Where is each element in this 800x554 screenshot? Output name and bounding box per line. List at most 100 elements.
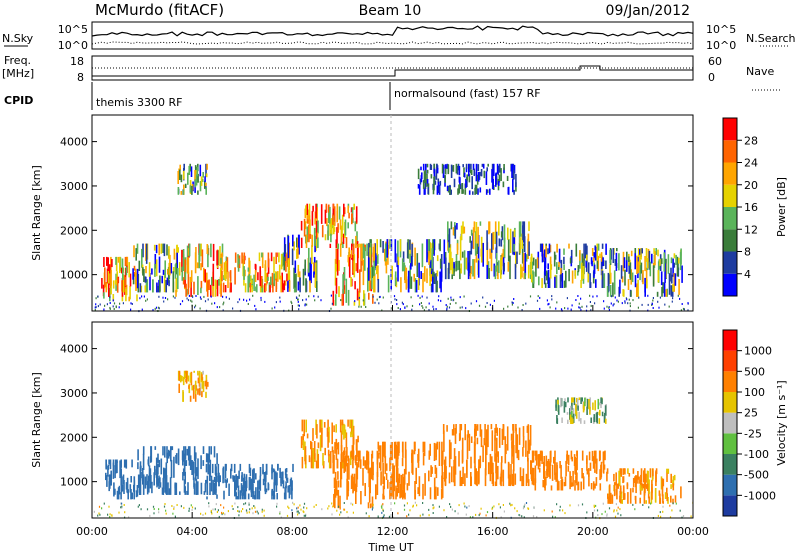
- echo-cell: [143, 295, 145, 298]
- echo-cell: [353, 254, 356, 278]
- echo-cell: [544, 261, 546, 275]
- echo-cell: [348, 212, 350, 219]
- echo-cell: [327, 419, 329, 437]
- echo-cell: [673, 474, 676, 481]
- echo-cell: [225, 256, 228, 262]
- echo-cell: [297, 298, 299, 301]
- echo-cell: [221, 513, 223, 516]
- echo-cell: [393, 295, 396, 298]
- echo-cell: [454, 225, 457, 239]
- echo-cell: [356, 450, 358, 457]
- echo-cell: [151, 268, 153, 275]
- echo-region: [205, 463, 294, 500]
- echo-cell: [172, 271, 175, 293]
- echo-cell: [397, 512, 399, 515]
- echo-cell: [279, 467, 281, 478]
- echo-cell: [235, 492, 237, 500]
- echo-cell: [519, 514, 521, 517]
- echo-cell: [582, 266, 585, 279]
- echo-cell: [612, 248, 615, 263]
- echo-cell: [495, 453, 497, 474]
- echo-cell: [472, 191, 474, 195]
- echo-cell: [573, 397, 576, 406]
- echo-cell: [313, 262, 315, 272]
- echo-cell: [580, 418, 582, 424]
- echo-cell: [436, 255, 439, 262]
- echo-cell: [237, 491, 240, 500]
- echo-cell: [185, 370, 187, 374]
- echo-cell: [205, 374, 208, 381]
- echo-cell: [522, 436, 525, 448]
- echo-cell: [406, 305, 408, 308]
- echo-cell: [244, 283, 247, 293]
- echo-cell: [333, 477, 336, 489]
- echo-cell: [134, 268, 137, 285]
- echo-cell: [616, 248, 618, 252]
- echo-cell: [588, 468, 590, 477]
- echo-cell: [335, 277, 338, 294]
- echo-cell: [190, 281, 192, 297]
- echo-cell: [335, 424, 337, 433]
- echo-cell: [609, 264, 611, 284]
- echo-cell: [300, 508, 302, 511]
- echo-cell: [589, 294, 591, 297]
- echo-cell: [206, 244, 209, 254]
- echo-cell: [572, 397, 574, 403]
- echo-cell: [259, 475, 262, 491]
- echo-cell: [660, 271, 663, 286]
- echo-cell: [539, 243, 542, 252]
- echo-cell: [269, 284, 271, 293]
- echo-cell: [608, 484, 611, 491]
- echo-cell: [224, 263, 227, 281]
- echo-cell: [372, 294, 374, 304]
- echo-cell: [649, 468, 652, 478]
- echo-cell: [525, 473, 528, 486]
- echo-cell: [169, 450, 171, 457]
- echo-cell: [311, 245, 313, 265]
- echo-cell: [257, 487, 259, 500]
- echo-cell: [238, 258, 240, 265]
- echo-cell: [145, 266, 147, 274]
- echo-cell: [593, 504, 595, 507]
- echo-cell: [405, 449, 407, 475]
- echo-cell: [503, 164, 505, 171]
- echo-cell: [210, 295, 212, 298]
- echo-cell: [430, 465, 432, 477]
- echo-cell: [406, 515, 408, 518]
- echo-cell: [159, 477, 161, 484]
- echo-cell: [162, 296, 164, 299]
- echo-cell: [658, 490, 661, 496]
- echo-cell: [174, 482, 176, 489]
- echo-cell: [109, 516, 111, 518]
- echo-cell: [498, 260, 500, 273]
- echo-cell: [536, 516, 538, 518]
- echo-cell: [481, 163, 484, 167]
- echo-cell: [479, 171, 481, 176]
- echo-cell: [436, 167, 439, 174]
- echo-cell: [167, 482, 169, 495]
- echo-cell: [435, 486, 437, 500]
- echo-cell: [574, 270, 577, 279]
- echo-cell: [538, 467, 541, 473]
- echo-cell: [351, 207, 354, 219]
- echo-cell: [590, 417, 592, 423]
- echo-cell: [571, 417, 573, 424]
- echo-cell: [189, 276, 192, 288]
- echo-cell: [356, 231, 358, 245]
- echo-cell: [402, 473, 404, 489]
- echo-cell: [564, 307, 566, 310]
- echo-cell: [251, 507, 253, 510]
- echo-cell: [637, 248, 640, 263]
- echo-cell: [194, 306, 196, 309]
- echo-region: [177, 370, 209, 402]
- echo-cell: [161, 275, 163, 284]
- echo-cell: [495, 173, 497, 187]
- echo-cell: [327, 507, 329, 510]
- echo-cell: [162, 269, 165, 275]
- echo-cell: [472, 516, 474, 519]
- echo-cell: [202, 381, 205, 393]
- echo-cell: [571, 410, 573, 422]
- echo-cell: [335, 248, 338, 264]
- echo-cell: [315, 234, 318, 249]
